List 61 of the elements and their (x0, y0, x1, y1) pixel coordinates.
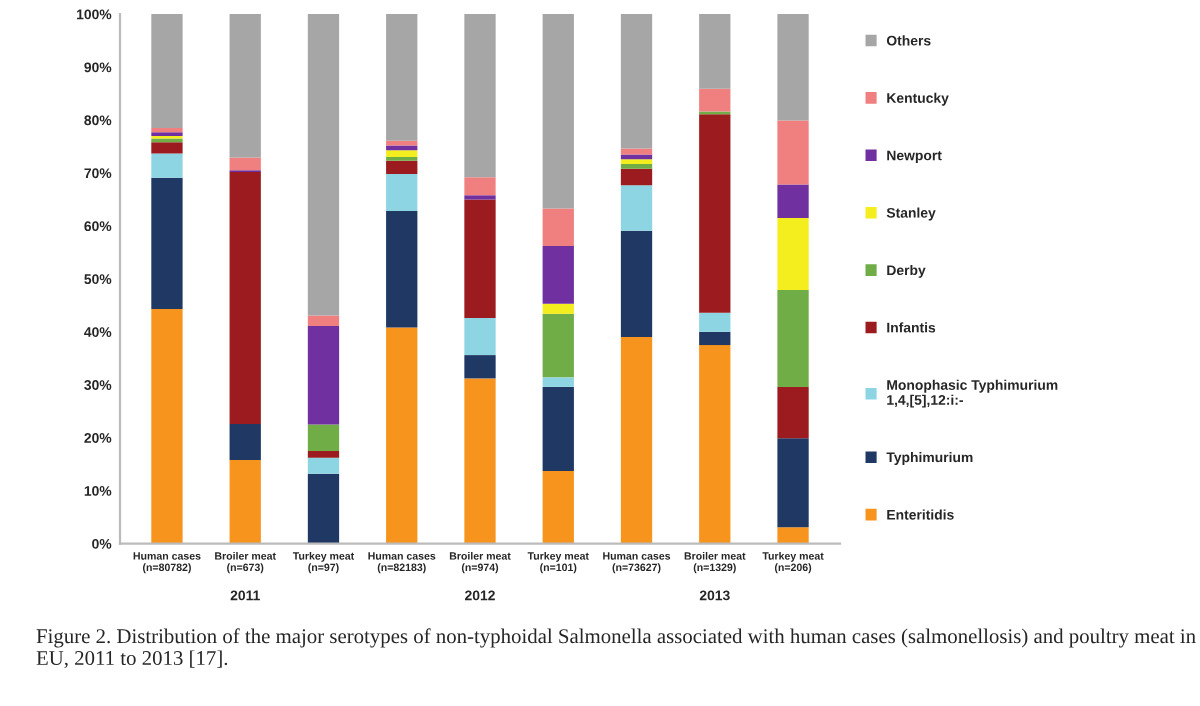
bar (386, 160, 418, 175)
bar (307, 326, 340, 425)
bar (620, 185, 653, 231)
bar (777, 527, 809, 544)
bar (386, 327, 418, 544)
bar (229, 171, 261, 424)
bar (542, 386, 574, 472)
bar (620, 168, 653, 186)
bar (386, 211, 418, 328)
bar (777, 289, 809, 387)
bar (229, 14, 261, 158)
bar (699, 331, 731, 346)
bar (542, 246, 574, 304)
bar (620, 14, 653, 149)
bar (542, 313, 574, 378)
caption: Figure 2. Distribution of the major serotypes of non-typhoidal Salmonella associated with human cases (salmonellosis) and poultry meat in EU, 2011 to 2013 [17]. (36, 628, 1196, 669)
bar (777, 120, 809, 185)
bar (386, 14, 418, 141)
bar (464, 199, 496, 319)
bar (620, 163, 653, 169)
bar (620, 230, 653, 338)
bar (777, 184, 809, 218)
bar (464, 318, 496, 356)
bar (542, 208, 574, 247)
bar (307, 473, 340, 544)
bar (699, 14, 731, 89)
bar (151, 153, 183, 178)
bar (386, 145, 418, 151)
bar (620, 337, 653, 544)
bar (699, 114, 731, 313)
bar (777, 14, 809, 121)
bar (307, 14, 340, 316)
bar (542, 471, 574, 544)
bar (464, 177, 496, 196)
bar (464, 355, 496, 379)
bar (229, 459, 261, 544)
bar (386, 150, 418, 158)
bar (777, 217, 809, 290)
bar (542, 377, 574, 387)
bar (464, 378, 496, 544)
bar (464, 14, 496, 178)
bar (699, 88, 731, 112)
bar (307, 315, 340, 326)
bar (151, 309, 183, 544)
bar (699, 312, 731, 332)
bar (229, 423, 261, 460)
bar (386, 174, 418, 212)
bar (151, 127, 183, 133)
bar (777, 438, 809, 528)
bar (151, 14, 183, 128)
bar (777, 386, 809, 439)
bar (699, 345, 731, 544)
bar (151, 142, 183, 154)
bar (151, 177, 183, 310)
bar (542, 14, 574, 209)
bar (542, 303, 574, 314)
bar (620, 154, 653, 160)
bar (229, 157, 261, 171)
bar (307, 450, 340, 458)
bar (307, 424, 340, 451)
bar (307, 457, 340, 474)
